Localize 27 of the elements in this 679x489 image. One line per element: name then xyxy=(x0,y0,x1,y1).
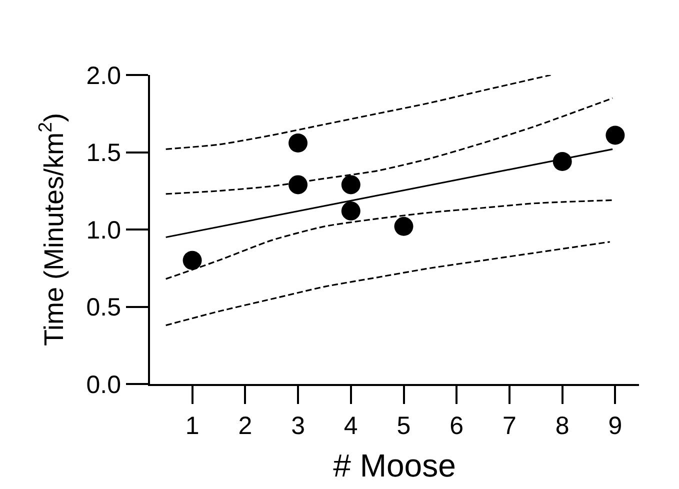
x-tick-label: 5 xyxy=(396,412,411,440)
x-tick-label: 8 xyxy=(555,412,570,440)
x-tick-label: 3 xyxy=(291,412,305,440)
x-tick-label: 7 xyxy=(502,412,516,440)
line-series xyxy=(165,199,614,280)
point xyxy=(341,201,360,220)
x-tick-label: 9 xyxy=(608,412,622,440)
point xyxy=(552,152,572,172)
point xyxy=(288,133,308,152)
point xyxy=(341,175,360,194)
line-series xyxy=(165,241,611,326)
x-tick-label: 4 xyxy=(344,412,358,440)
x-axis-title: # Moose xyxy=(333,447,456,484)
x-tick-label: 2 xyxy=(238,412,252,440)
point xyxy=(606,126,625,145)
point xyxy=(288,175,308,194)
x-tick-label: 6 xyxy=(450,412,464,440)
x-tick-label: 1 xyxy=(185,412,200,440)
line-series xyxy=(165,97,614,195)
point xyxy=(182,250,202,270)
y-tick-label: 1.5 xyxy=(86,139,121,167)
line-series xyxy=(165,75,552,150)
y-tick-label: 1.0 xyxy=(86,216,121,244)
y-tick-label: 0.0 xyxy=(86,370,121,399)
y-tick-label: 0.5 xyxy=(86,294,121,322)
y-tick-label: 2.0 xyxy=(86,62,121,90)
point xyxy=(394,216,414,236)
